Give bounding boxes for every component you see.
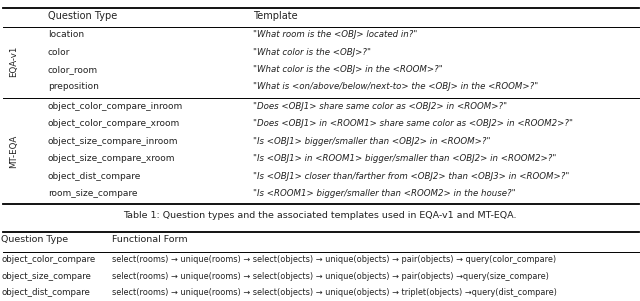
Text: object_size_compare_inroom: object_size_compare_inroom (48, 137, 179, 146)
Text: Template: Template (253, 11, 298, 20)
Text: select(rooms) → unique(rooms) → select(objects) → unique(objects) → pair(objects: select(rooms) → unique(rooms) → select(o… (112, 255, 556, 264)
Text: object_color_compare_xroom: object_color_compare_xroom (48, 119, 180, 129)
Text: object_size_compare: object_size_compare (1, 272, 91, 281)
Text: EQA-v1: EQA-v1 (10, 46, 19, 77)
Text: "Is <OBJ1> in <ROOM1> bigger/smaller than <OBJ2> in <ROOM2>?": "Is <OBJ1> in <ROOM1> bigger/smaller tha… (253, 154, 556, 163)
Text: "What is <on/above/below/next-to> the <OBJ> in the <ROOM>?": "What is <on/above/below/next-to> the <O… (253, 82, 538, 92)
Text: select(rooms) → unique(rooms) → select(objects) → unique(objects) → triplet(obje: select(rooms) → unique(rooms) → select(o… (112, 288, 557, 297)
Text: "What color is the <OBJ> in the <ROOM>?": "What color is the <OBJ> in the <ROOM>?" (253, 65, 442, 74)
Text: "Does <OBJ1> share same color as <OBJ2> in <ROOM>?": "Does <OBJ1> share same color as <OBJ2> … (253, 102, 507, 111)
Text: Functional Form: Functional Form (112, 235, 188, 244)
Text: Table 1: Question types and the associated templates used in EQA-v1 and MT-EQA.: Table 1: Question types and the associat… (124, 211, 516, 220)
Text: object_color_compare_inroom: object_color_compare_inroom (48, 102, 183, 111)
Text: preposition: preposition (48, 82, 99, 92)
Text: object_dist_compare: object_dist_compare (1, 288, 90, 297)
Text: "Does <OBJ1> in <ROOM1> share same color as <OBJ2> in <ROOM2>?": "Does <OBJ1> in <ROOM1> share same color… (253, 119, 573, 129)
Text: color_room: color_room (48, 65, 98, 74)
Text: MT-EQA: MT-EQA (10, 134, 19, 168)
Text: "Is <OBJ1> bigger/smaller than <OBJ2> in <ROOM>?": "Is <OBJ1> bigger/smaller than <OBJ2> in… (253, 137, 490, 146)
Text: object_dist_compare: object_dist_compare (48, 172, 141, 181)
Text: object_size_compare_xroom: object_size_compare_xroom (48, 154, 175, 163)
Text: "What color is the <OBJ>?": "What color is the <OBJ>?" (253, 48, 371, 57)
Text: room_size_compare: room_size_compare (48, 189, 138, 198)
Text: "What room is the <OBJ> located in?": "What room is the <OBJ> located in?" (253, 30, 417, 39)
Text: Question Type: Question Type (48, 11, 117, 20)
Text: select(rooms) → unique(rooms) → select(objects) → unique(objects) → pair(objects: select(rooms) → unique(rooms) → select(o… (112, 272, 549, 281)
Text: color: color (48, 48, 70, 57)
Text: object_color_compare: object_color_compare (1, 255, 95, 264)
Text: Question Type: Question Type (1, 235, 68, 244)
Text: "Is <ROOM1> bigger/smaller than <ROOM2> in the house?": "Is <ROOM1> bigger/smaller than <ROOM2> … (253, 189, 515, 198)
Text: "Is <OBJ1> closer than/farther from <OBJ2> than <OBJ3> in <ROOM>?": "Is <OBJ1> closer than/farther from <OBJ… (253, 172, 569, 181)
Text: location: location (48, 30, 84, 39)
